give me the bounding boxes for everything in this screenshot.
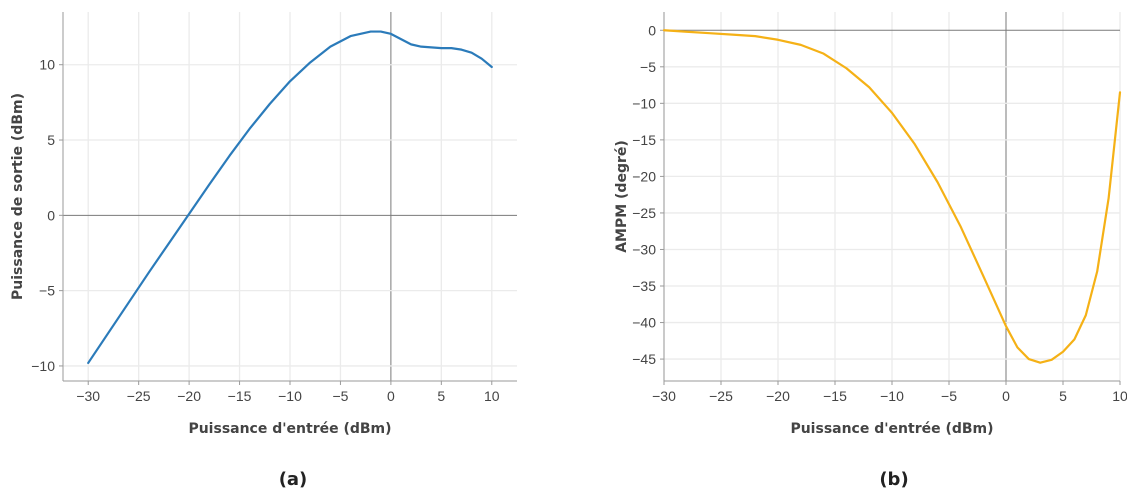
- x-tick-label: 10: [1112, 388, 1127, 404]
- x-tick-label: −15: [228, 388, 252, 404]
- x-tick-label: −20: [177, 388, 201, 404]
- x-tick-label: −25: [709, 388, 733, 404]
- y-tick-label: −20: [632, 168, 656, 184]
- x-tick-label: −10: [880, 388, 904, 404]
- x-tick-label: −25: [127, 388, 151, 404]
- y-axis-title: AMPM (degré): [614, 140, 630, 253]
- x-axis-title: Puissance d'entrée (dBm): [188, 421, 391, 437]
- x-tick-label: −30: [76, 388, 100, 404]
- x-tick-label: 5: [437, 388, 445, 404]
- panel-caption: (a): [279, 469, 308, 490]
- x-tick-label: 5: [1059, 388, 1067, 404]
- x-tick-label: 0: [387, 388, 395, 404]
- y-tick-label: −30: [632, 241, 656, 257]
- x-tick-label: −15: [823, 388, 847, 404]
- x-tick-label: 0: [1002, 388, 1010, 404]
- y-tick-label: 5: [47, 132, 55, 148]
- y-tick-label: 0: [47, 207, 55, 223]
- series-line: [662, 29, 1122, 364]
- y-tick-label: −40: [632, 315, 656, 331]
- panel-b: −30 −25 −20 −15 −10 −5 0 5 10 0 −5 −10 −15 −20 −25 −30 −…: [614, 12, 1127, 490]
- x-tick-label: −10: [278, 388, 302, 404]
- y-tick-label: −15: [632, 132, 656, 148]
- x-tick-label: −5: [332, 388, 348, 404]
- series-line: [87, 30, 493, 365]
- y-tick-label: −35: [632, 278, 656, 294]
- y-tick-label: −5: [640, 59, 656, 75]
- x-tick-label: −30: [652, 388, 676, 404]
- y-tick-label: −5: [39, 283, 55, 299]
- panel-caption: (b): [879, 469, 908, 490]
- y-axis-title: Puissance de sortie (dBm): [10, 93, 26, 300]
- y-tick-label: 0: [648, 22, 656, 38]
- y-tick-label: 10: [39, 57, 55, 73]
- x-axis-title: Puissance d'entrée (dBm): [790, 421, 993, 437]
- x-tick-label: −20: [766, 388, 790, 404]
- y-tick-label: −25: [632, 205, 656, 221]
- y-tick-label: −10: [31, 358, 55, 374]
- panel-a: −30 −25 −20 −15 −10 −5 0 5 10 −10 −5 0 5 10 Puissance …: [10, 12, 517, 490]
- x-tick-label: −5: [941, 388, 957, 404]
- x-tick-label: 10: [484, 388, 500, 404]
- y-tick-label: −45: [632, 351, 656, 367]
- y-tick-label: −10: [632, 95, 656, 111]
